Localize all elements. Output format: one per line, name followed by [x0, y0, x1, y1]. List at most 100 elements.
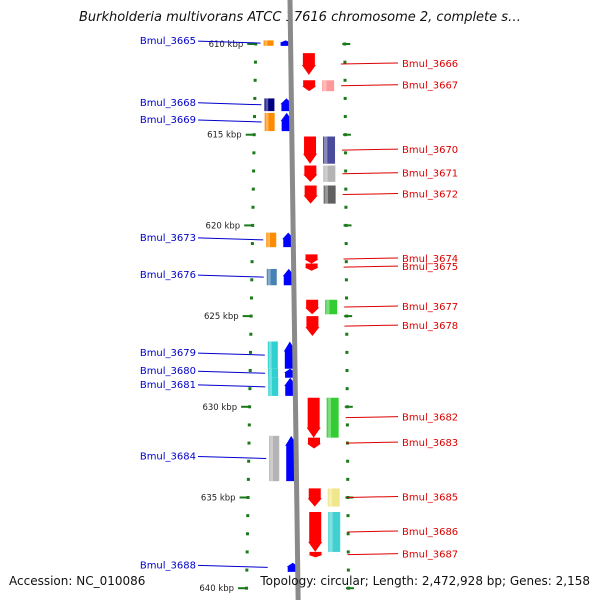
gene-label-bmul-3674: Bmul_3674	[402, 254, 458, 265]
map-title: Burkholderia multivorans ATCC 17616 chro…	[78, 10, 522, 25]
minor-tick-right	[346, 532, 350, 536]
kbp-label: 620 kbp	[206, 221, 241, 231]
minor-tick-right	[344, 169, 348, 173]
cog-box	[323, 165, 336, 182]
gene-label-bmul-3686: Bmul_3686	[402, 527, 458, 538]
cog-box-bmul-3667	[322, 80, 335, 92]
minor-tick-left	[254, 42, 258, 46]
cog-box	[323, 185, 336, 204]
minor-tick-right	[345, 387, 349, 391]
cog-box-highlight	[324, 165, 328, 182]
label-leader-bmul-3682	[345, 416, 399, 419]
minor-tick-left	[250, 278, 254, 282]
cog-box	[268, 368, 279, 378]
minor-tick-right	[344, 242, 348, 246]
gene-arrow-bmul-3674	[304, 254, 319, 264]
gene-label-bmul-3675: Bmul_3675	[402, 262, 458, 273]
cog-box-bmul-3671	[323, 165, 336, 182]
gene-label-bmul-3673: Bmul_3673	[140, 233, 196, 244]
kbp-label: 610 kbp	[209, 40, 244, 50]
label-leader-bmul-3688	[197, 564, 268, 568]
gene-label-bmul-3683: Bmul_3683	[402, 438, 458, 449]
label-leader-bmul-3684	[197, 455, 267, 459]
gene-label-bmul-3682: Bmul_3682	[402, 413, 458, 424]
minor-tick-left	[246, 496, 250, 499]
label-leader-bmul-3674	[343, 257, 399, 260]
label-leader-bmul-3670	[342, 148, 399, 151]
minor-tick-right	[346, 459, 350, 463]
gene-label-bmul-3684: Bmul_3684	[140, 451, 196, 462]
minor-tick-left	[250, 242, 254, 246]
gene-arrow-bmul-3667	[302, 80, 317, 92]
gene-label-bmul-3669: Bmul_3669	[140, 115, 196, 126]
minor-tick-left	[247, 423, 251, 427]
cog-box-bmul-3668	[264, 98, 275, 112]
cog-box-highlight	[326, 299, 330, 315]
tick-marks: 610 kbp 615 kbp 620 kbp 625 kbp 630 kbp 635 k…	[199, 40, 354, 594]
cog-box-highlight	[324, 185, 328, 204]
cog-box-bmul-3677	[325, 299, 338, 315]
minor-tick-right	[344, 151, 348, 155]
cog-box-highlight	[265, 112, 269, 132]
cog-box	[326, 397, 339, 438]
cog-box-bmul-3679	[267, 341, 278, 369]
minor-tick-left	[251, 223, 255, 227]
minor-tick-left	[247, 459, 251, 463]
genome-summary-text: Topology: circular; Length: 2,472,928 bp…	[260, 574, 590, 588]
cog-box	[264, 112, 275, 132]
label-leader-bmul-3666	[340, 62, 399, 65]
label-leader-bmul-3671	[342, 172, 399, 175]
gene-label-bmul-3677: Bmul_3677	[402, 302, 458, 313]
gene-arrow-bmul-3675	[304, 263, 319, 271]
gene-label-bmul-3668: Bmul_3668	[140, 98, 196, 109]
label-leader-bmul-3672	[342, 193, 399, 196]
minor-tick-left	[253, 115, 257, 119]
minor-tick-left	[253, 60, 257, 64]
cog-box-highlight	[323, 80, 327, 92]
label-leader-bmul-3667	[341, 84, 399, 87]
minor-tick-right	[343, 60, 347, 64]
minor-tick-left	[252, 133, 256, 137]
gene-arrow-bmul-3666	[301, 53, 316, 75]
minor-tick-right	[343, 78, 347, 82]
cog-box-bmul-3680	[268, 368, 279, 378]
minor-tick-right	[344, 260, 348, 264]
cog-box-bmul-3669	[264, 112, 275, 132]
gene-arrow-bmul-3686	[308, 512, 323, 552]
cog-box-bmul-3670	[323, 136, 336, 164]
label-leader-bmul-3669	[197, 119, 262, 123]
kbp-label: 630 kbp	[202, 403, 237, 413]
label-leader-bmul-3680	[197, 370, 266, 374]
gene-label-bmul-3665: Bmul_3665	[140, 36, 196, 47]
cog-box-highlight	[268, 341, 272, 369]
cog-box	[263, 40, 274, 46]
minor-tick-right	[345, 423, 349, 427]
cog-box	[269, 435, 280, 482]
kbp-label: 625 kbp	[204, 312, 239, 322]
cog-box	[264, 98, 275, 112]
cog-box-bmul-3684	[269, 435, 280, 482]
kbp-label: 635 kbp	[201, 494, 236, 504]
gene-label-bmul-3676: Bmul_3676	[140, 270, 196, 281]
cog-box	[266, 232, 277, 248]
minor-tick-left	[253, 96, 257, 100]
gene-label-bmul-3670: Bmul_3670	[402, 145, 458, 156]
label-leader-bmul-3668	[197, 102, 262, 106]
gene-arrow-bmul-3682	[306, 397, 321, 438]
gene-label-bmul-3666: Bmul_3666	[402, 59, 458, 70]
minor-tick-left	[245, 568, 249, 572]
gene-label-bmul-3685: Bmul_3685	[402, 493, 458, 504]
label-leader-bmul-3681	[197, 384, 266, 388]
cog-box	[328, 512, 341, 552]
chromosome-backbone	[287, 0, 301, 600]
minor-tick-right	[346, 514, 350, 518]
label-leader-bmul-3677	[344, 305, 399, 308]
cog-box-highlight	[267, 232, 271, 248]
kbp-label: 615 kbp	[207, 131, 242, 141]
minor-tick-left	[245, 586, 249, 590]
label-leader-bmul-3675	[343, 265, 399, 268]
minor-tick-left	[249, 296, 253, 300]
cog-box	[327, 488, 340, 507]
label-leader-bmul-3683	[345, 441, 399, 444]
